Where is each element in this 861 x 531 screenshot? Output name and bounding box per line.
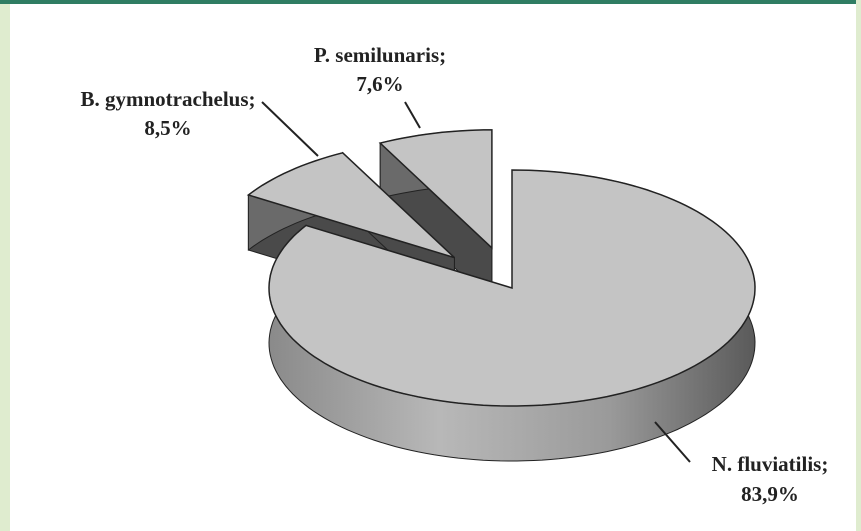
top-border <box>0 0 861 4</box>
slice <box>378 129 493 305</box>
slice-value-label: 7,6% <box>356 72 403 96</box>
slice-value-label: 83,9% <box>741 482 799 506</box>
slice-label: N. fluviatilis; <box>712 452 829 476</box>
leader-line <box>654 421 691 463</box>
slice-label: B. gymnotrachelus; <box>81 87 256 111</box>
slice-top <box>246 151 455 259</box>
slice <box>268 169 756 462</box>
slice-value-label: 8,5% <box>144 116 191 140</box>
left-strip <box>0 0 10 531</box>
right-strip <box>856 0 861 531</box>
leader-line <box>404 101 421 129</box>
leader-line <box>261 101 319 157</box>
slice-top <box>268 169 756 407</box>
slice-top <box>378 129 493 250</box>
slice-label: P. semilunaris; <box>314 43 446 67</box>
pie <box>246 129 756 462</box>
